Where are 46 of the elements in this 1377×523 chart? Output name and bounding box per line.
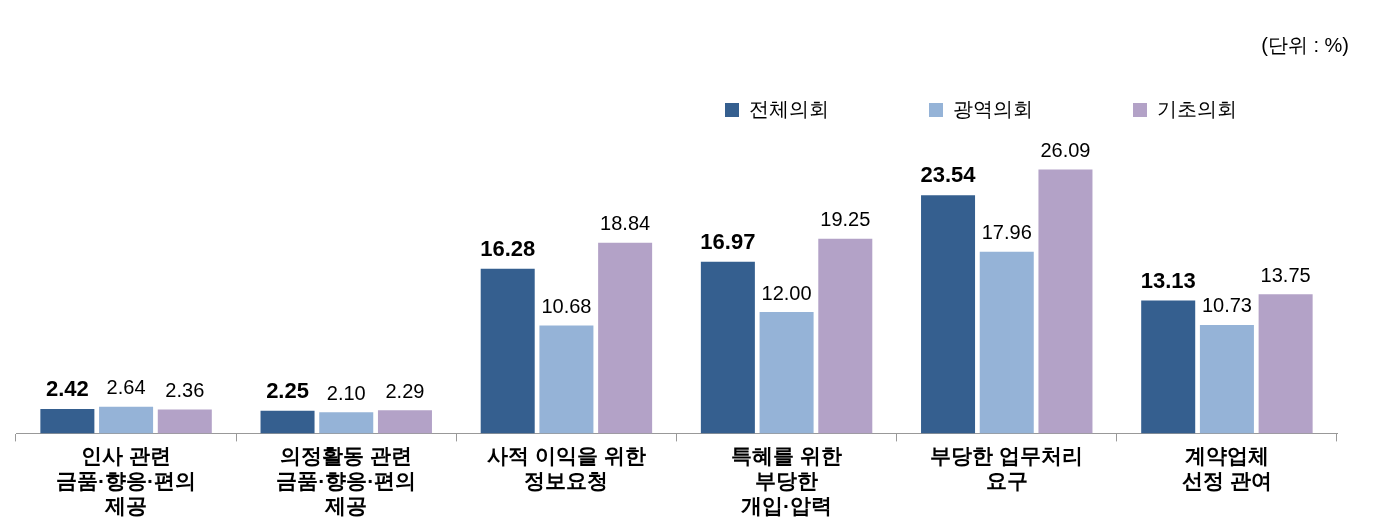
bar (1258, 294, 1313, 434)
data-label: 2.64 (106, 376, 146, 399)
data-label: 2.29 (385, 379, 425, 402)
legend-label: 전체의회 (749, 97, 829, 120)
bar (979, 251, 1034, 434)
bar (480, 268, 535, 434)
x-tick-label: 인사 관련 금품·향응·편의 제공 (56, 443, 197, 518)
data-label: 13.75 (1260, 263, 1311, 286)
x-tick-label: 특혜를 위한 부당한 개입·압력 (731, 443, 843, 518)
data-label: 10.73 (1201, 294, 1252, 317)
data-label: 18.84 (600, 212, 651, 235)
bar (818, 238, 873, 434)
bar (99, 406, 154, 434)
data-label: 23.54 (920, 162, 977, 188)
bar (319, 412, 374, 434)
text: (단위 : %) (1261, 33, 1349, 58)
bar (921, 195, 976, 434)
legend-label: 광역의회 (953, 97, 1033, 120)
bar (598, 242, 653, 434)
data-label: 17.96 (981, 221, 1032, 244)
bar (40, 408, 95, 434)
data-label: 10.68 (541, 294, 592, 317)
x-tick-label: 의정활동 관련 금품·향응·편의 제공 (276, 443, 417, 518)
bar (759, 312, 814, 434)
legend-label: 기초의회 (1157, 97, 1237, 120)
bar (157, 409, 212, 434)
bar (700, 261, 755, 434)
data-label: 2.36 (165, 379, 205, 402)
bar (1141, 300, 1196, 434)
data-label: 16.97 (700, 228, 756, 254)
bar (1038, 169, 1093, 434)
data-label: 12.00 (761, 281, 812, 304)
data-label: 26.09 (1040, 139, 1091, 162)
bar (539, 325, 594, 434)
bar (377, 410, 432, 434)
x-tick-label: 부당한 업무처리 요구 (930, 443, 1084, 492)
data-label: 19.25 (820, 208, 871, 231)
data-label: 16.28 (480, 235, 536, 261)
x-tick-label: 사적 이익을 위한 정보요청 (487, 443, 646, 492)
data-label: 2.10 (326, 381, 366, 404)
data-label: 13.13 (1140, 267, 1196, 293)
data-label: 2.25 (266, 377, 309, 403)
bar (1199, 324, 1254, 434)
bar (260, 410, 315, 434)
x-tick-label: 계약업체 선정 관여 (1181, 443, 1272, 492)
data-label: 2.42 (45, 375, 89, 401)
